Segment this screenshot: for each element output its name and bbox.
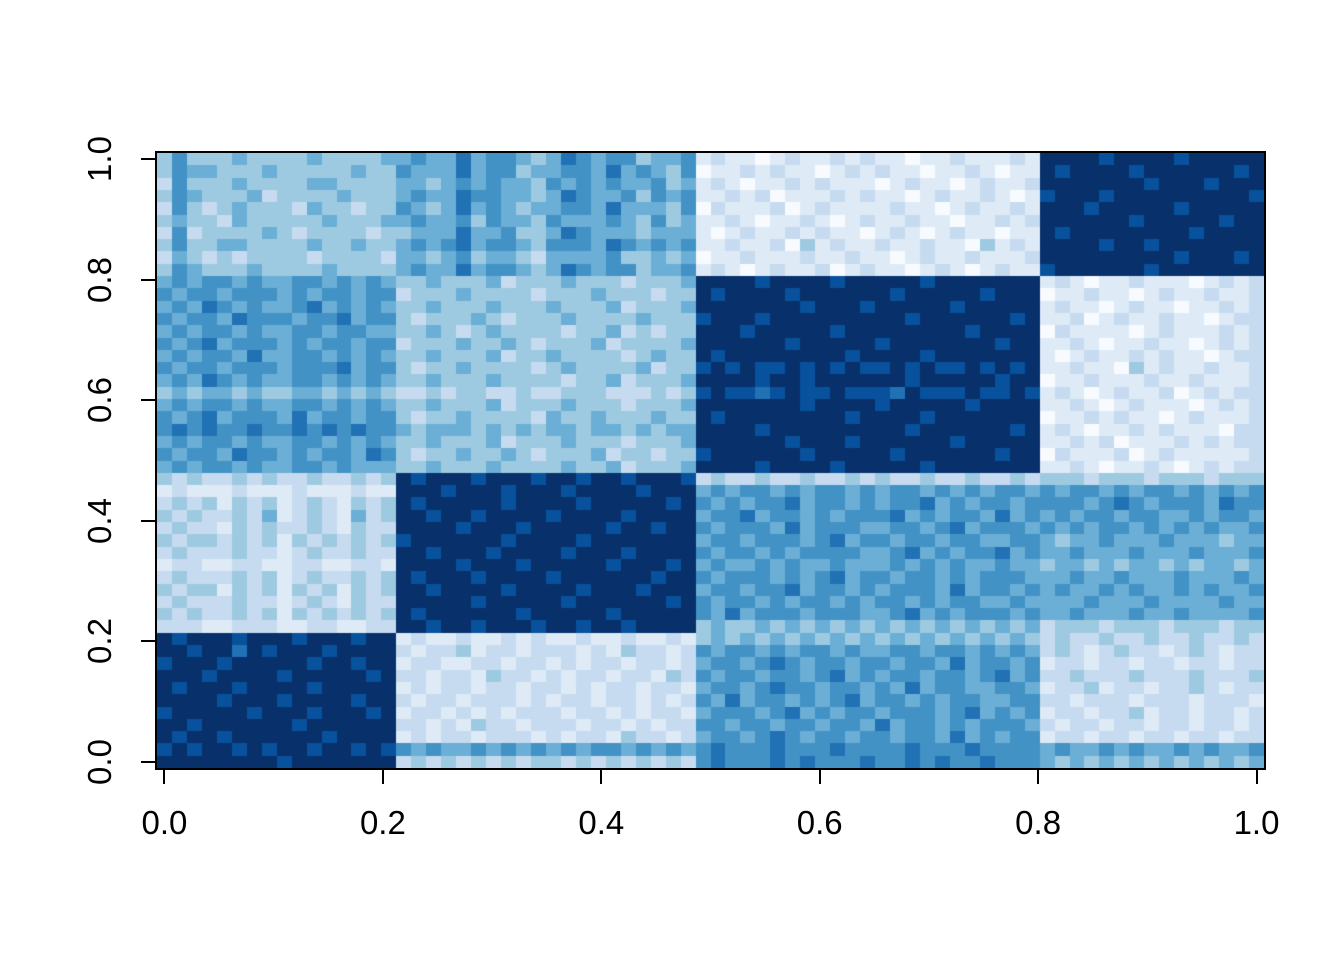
y-tick-label: 0.4	[81, 497, 118, 544]
x-tick-mark	[818, 770, 821, 784]
plot-area	[155, 151, 1266, 770]
x-tick-mark	[1255, 770, 1258, 784]
y-tick-mark	[141, 278, 155, 281]
x-tick-label: 1.0	[1233, 804, 1280, 841]
y-tick-mark	[141, 519, 155, 522]
y-tick-label: 1.0	[81, 136, 118, 183]
x-tick-label: 0.2	[359, 804, 406, 841]
x-tick-label: 0.4	[578, 804, 625, 841]
heatmap-canvas	[157, 153, 1264, 768]
y-tick-label: 0.8	[81, 256, 118, 303]
x-tick-label: 0.0	[141, 804, 188, 841]
x-tick-label: 0.8	[1015, 804, 1062, 841]
x-tick-mark	[381, 770, 384, 784]
x-tick-label: 0.6	[796, 804, 843, 841]
y-tick-mark	[141, 158, 155, 161]
y-tick-mark	[141, 760, 155, 763]
x-tick-mark	[163, 770, 166, 784]
y-tick-label: 0.2	[81, 618, 118, 665]
x-tick-mark	[600, 770, 603, 784]
x-tick-mark	[1037, 770, 1040, 784]
y-tick-label: 0.0	[81, 738, 118, 785]
y-tick-label: 0.6	[81, 377, 118, 424]
y-tick-mark	[141, 640, 155, 643]
y-tick-mark	[141, 399, 155, 402]
